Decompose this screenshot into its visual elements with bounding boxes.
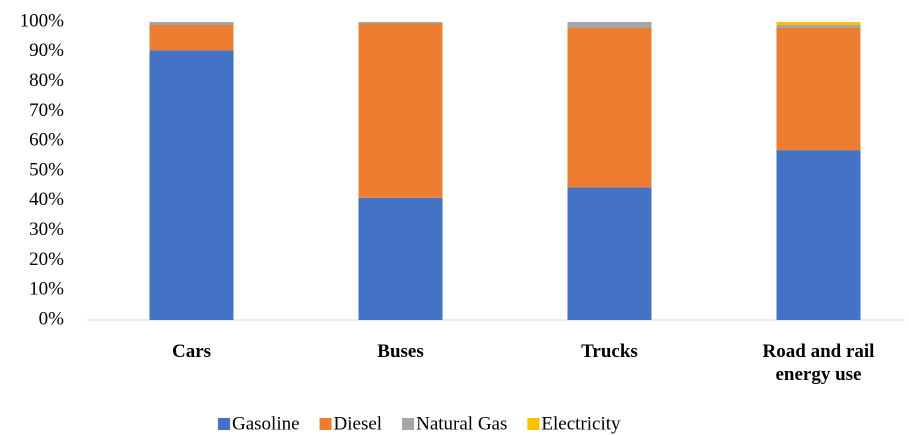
x-tick-label: Cars <box>171 341 212 362</box>
legend-label: Diesel <box>334 413 383 434</box>
legend-label: Natural Gas <box>416 413 507 434</box>
legend-swatch <box>402 418 415 430</box>
y-tick-label: 100% <box>20 10 65 31</box>
y-tick-label: 80% <box>29 70 64 91</box>
x-tick-label: Road and rail energy use <box>762 341 875 385</box>
legend-label: Gasoline <box>232 413 300 434</box>
bar-segment <box>776 24 861 28</box>
bar-segment <box>149 24 234 51</box>
y-tick-label: 30% <box>29 219 64 240</box>
bar-segment <box>358 23 443 198</box>
y-tick-label: 0% <box>39 308 65 329</box>
y-tick-label: 90% <box>29 40 64 61</box>
y-tick-label: 20% <box>29 249 64 270</box>
bar-segment <box>567 187 652 320</box>
bar-segment <box>776 22 861 25</box>
x-tick-label: Trucks <box>581 341 638 362</box>
bar-segment <box>776 150 861 320</box>
bar-segment <box>567 22 652 28</box>
legend-swatch <box>319 418 332 430</box>
bar-segment <box>358 22 443 24</box>
bar-segment <box>149 22 234 25</box>
y-tick-label: 10% <box>29 279 64 300</box>
y-tick-label: 50% <box>29 159 64 180</box>
y-tick-label: 70% <box>29 100 64 121</box>
legend-swatch <box>527 418 540 430</box>
y-tick-label: 40% <box>29 189 64 210</box>
bar-segment <box>567 27 652 188</box>
x-tick-label: Buses <box>377 341 424 362</box>
y-tick-label: 60% <box>29 130 64 151</box>
bar-segment <box>776 27 861 151</box>
bar-segment <box>358 197 443 320</box>
legend-label: Electricity <box>541 413 621 434</box>
bar-segment <box>149 50 234 321</box>
legend-swatch <box>218 418 230 430</box>
